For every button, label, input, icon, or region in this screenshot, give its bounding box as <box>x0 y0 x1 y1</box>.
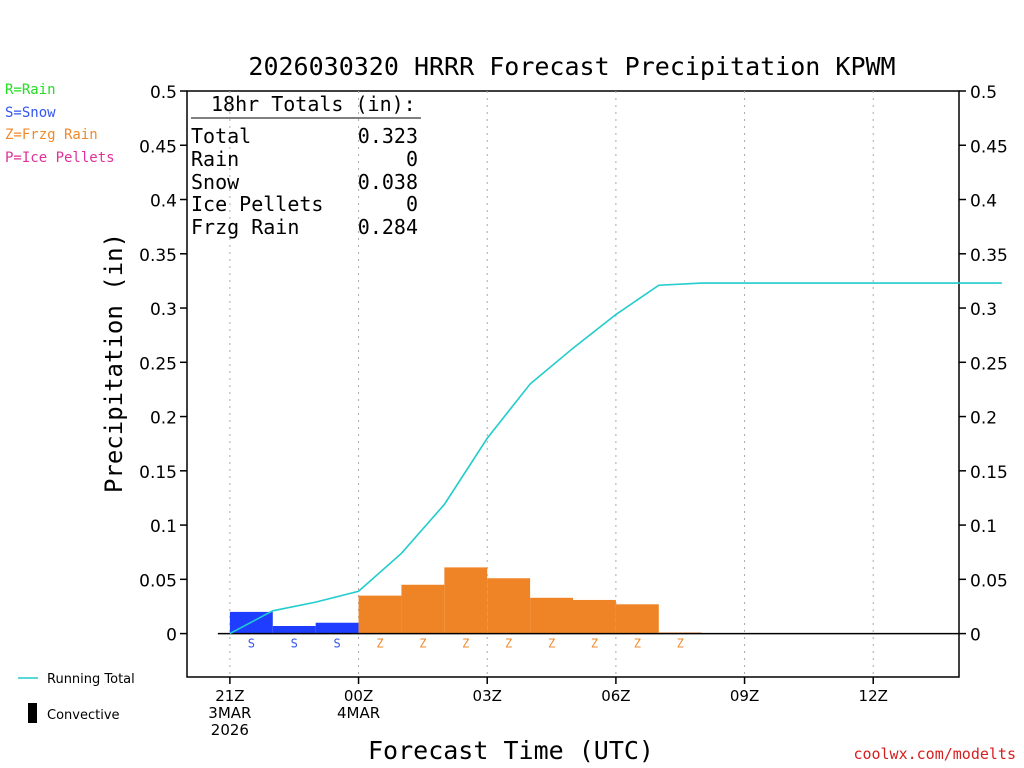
y-tick-label: 0.3 <box>970 300 997 320</box>
precip-bar <box>573 600 616 634</box>
y-axis-right: 0 0.05 0.1 0.15 0.2 0.25 0.3 0.35 0.4 0.45 0.5 <box>959 83 1008 646</box>
convective-legend-swatch <box>28 703 37 723</box>
precip-bar <box>487 578 530 633</box>
running-total-legend-label: Running Total <box>47 672 135 687</box>
totals-label: Ice Pellets <box>191 192 323 216</box>
x-tick-label: 3MAR <box>208 704 251 722</box>
precip-bar <box>359 596 402 634</box>
totals-label: Frzg Rain <box>191 215 299 239</box>
x-tick-label: 2026 <box>211 721 249 739</box>
totals-value: 0 <box>406 147 418 171</box>
precip-bar <box>401 585 444 634</box>
plot-frame <box>187 91 959 677</box>
credit-link[interactable]: coolwx.com/modelts <box>853 745 1016 763</box>
ptype-label: S <box>291 637 298 651</box>
y-tick-label: 0.35 <box>970 246 1008 266</box>
ptype-label: Z <box>505 637 512 651</box>
y-tick-label: 0.2 <box>150 409 177 429</box>
y-tick-label: 0.5 <box>150 83 177 103</box>
y-tick-label: 0.05 <box>970 571 1008 591</box>
totals-label: Total <box>191 124 251 148</box>
ptype-label: S <box>333 637 340 651</box>
precip-bar <box>530 598 573 634</box>
y-tick-label: 0.5 <box>970 83 997 103</box>
ptype-label: Z <box>462 637 469 651</box>
y-tick-label: 0.25 <box>970 354 1008 374</box>
totals-value: 0.038 <box>358 170 418 194</box>
vertical-gridlines <box>230 91 873 677</box>
y-tick-label: 0.4 <box>970 192 997 212</box>
precip-bar <box>316 623 359 634</box>
x-tick-label: 00Z <box>344 687 373 705</box>
chart-title: 2026030320 HRRR Forecast Precipitation K… <box>248 52 895 81</box>
x-tick-label: 09Z <box>730 687 759 705</box>
y-tick-label: 0.45 <box>970 137 1008 157</box>
ptype-label: Z <box>419 637 426 651</box>
totals-box: 18hr Totals (in): Total 0.323 Rain 0 Sno… <box>191 92 421 239</box>
x-tick-label: 03Z <box>473 687 502 705</box>
ptype-label: Z <box>548 637 555 651</box>
totals-label: Snow <box>191 170 240 194</box>
x-tick-label: 4MAR <box>337 704 380 722</box>
y-tick-label: 0.35 <box>139 246 177 266</box>
y-tick-label: 0 <box>970 626 981 646</box>
totals-value: 0 <box>406 192 418 216</box>
y-tick-label: 0.25 <box>139 354 177 374</box>
x-axis-label: Forecast Time (UTC) <box>368 736 654 765</box>
ptype-label: Z <box>677 637 684 651</box>
ptype-label: Z <box>376 637 383 651</box>
y-tick-label: 0.4 <box>150 192 177 212</box>
y-tick-label: 0.1 <box>150 517 177 537</box>
y-tick-label: 0.15 <box>970 463 1008 483</box>
legend-snow: S=Snow <box>5 105 56 121</box>
precip-bar <box>444 567 487 633</box>
y-tick-label: 0.05 <box>139 571 177 591</box>
y-tick-label: 0.45 <box>139 137 177 157</box>
y-tick-label: 0.2 <box>970 409 997 429</box>
legend-ice-pellets: P=Ice Pellets <box>5 150 115 166</box>
precip-bar <box>273 626 316 634</box>
x-tick-label: 06Z <box>601 687 630 705</box>
totals-header: 18hr Totals (in): <box>211 92 416 116</box>
precip-chart: 2026030320 HRRR Forecast Precipitation K… <box>0 0 1024 768</box>
x-tick-label: 21Z <box>215 687 244 705</box>
legend-frzg-rain: Z=Frzg Rain <box>5 127 98 143</box>
totals-value: 0.284 <box>358 215 418 239</box>
y-tick-label: 0 <box>166 626 177 646</box>
y-tick-label: 0.3 <box>150 300 177 320</box>
y-axis-label: Precipitation (in) <box>100 233 128 493</box>
y-axis-left: 0 0.05 0.1 0.15 0.2 0.25 0.3 0.35 0.4 0.45 0.5 <box>139 83 187 646</box>
precip-bar <box>616 604 659 633</box>
ptype-label: Z <box>591 637 598 651</box>
ptype-label: S <box>248 637 255 651</box>
ptype-label: Z <box>634 637 641 651</box>
y-tick-label: 0.1 <box>970 517 997 537</box>
precip-bars <box>230 567 702 633</box>
x-tick-label: 12Z <box>859 687 888 705</box>
convective-legend-label: Convective <box>47 708 120 723</box>
y-tick-label: 0.15 <box>139 463 177 483</box>
legend-rain: R=Rain <box>5 82 56 98</box>
totals-value: 0.323 <box>358 124 418 148</box>
totals-label: Rain <box>191 147 239 171</box>
